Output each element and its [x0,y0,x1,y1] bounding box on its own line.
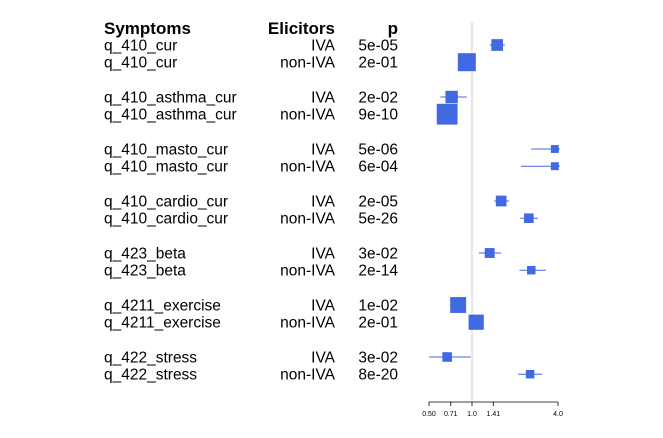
row-symptom: q_4211_exercise [104,298,221,315]
estimate-box [550,162,559,171]
estimate-marks [429,39,561,379]
header-elicitors: Elicitors [268,19,335,38]
header-p: p [388,19,398,38]
estimate-box [524,213,534,223]
table-row: q_4211_exercise IVA 1e-02 [104,298,398,315]
row-elicitor: non-IVA [280,315,336,332]
table-row: q_410_cur IVA 5e-05 [104,38,398,55]
row-symptom: q_410_asthma_cur [104,90,237,107]
row-symptom: q_410_masto_cur [104,159,228,176]
row-p-value: 2e-05 [358,194,398,211]
row-elicitor: IVA [311,350,335,367]
row-symptom: q_4211_exercise [104,315,221,332]
table-row: q_410_asthma_cur non-IVA 9e-10 [104,107,398,124]
estimate-box [491,39,504,51]
row-symptom: q_410_cur [104,38,177,55]
row-symptom: q_410_cur [104,55,177,72]
row-p-value: 3e-02 [358,350,398,367]
row-symptom: q_423_beta [104,246,186,263]
row-elicitor: non-IVA [280,263,336,280]
table-row: q_410_asthma_cur IVA 2e-02 [104,90,398,107]
row-elicitor: non-IVA [280,55,336,72]
row-symptom: q_422_stress [104,350,197,367]
row-symptom: q_410_cardio_cur [104,194,228,211]
estimate-box [468,314,484,330]
estimate-box [527,265,536,275]
row-elicitor: IVA [311,90,335,107]
table-row: q_410_masto_cur non-IVA 6e-04 [104,159,398,176]
row-elicitor: non-IVA [280,107,336,124]
row-p-value: 1e-02 [358,298,398,315]
row-p-value: 2e-02 [358,90,398,107]
estimate-box [442,352,452,362]
column-headers: Symptoms Elicitors p [104,19,398,38]
table-row: q_410_masto_cur IVA 5e-06 [104,142,398,159]
estimate-box [550,145,559,153]
row-p-value: 2e-01 [358,315,398,332]
row-elicitor: IVA [311,246,335,263]
row-elicitor: non-IVA [280,159,336,176]
row-p-value: 5e-06 [358,142,398,159]
table-row: q_410_cur non-IVA 2e-01 [104,55,398,72]
table-row: q_410_cardio_cur IVA 2e-05 [104,194,398,211]
x-tick-label: 4.0 [553,411,563,418]
x-tick-label: 1.0 [467,411,477,418]
x-tick-label: 0.50 [422,411,436,418]
row-symptom: q_410_cardio_cur [104,211,228,228]
row-symptom: q_410_masto_cur [104,142,228,159]
x-axis: 0.50 0.71 1.0 1.41 4.0 [422,401,563,418]
row-symptom: q_422_stress [104,367,197,384]
row-elicitor: IVA [311,38,335,55]
table-row: q_422_stress non-IVA 8e-20 [104,367,398,384]
row-p-value: 2e-14 [358,263,398,280]
table-row: q_423_beta non-IVA 2e-14 [104,263,398,280]
row-elicitor: IVA [311,142,335,159]
row-p-value: 9e-10 [358,107,398,124]
row-p-value: 3e-02 [358,246,398,263]
row-p-value: 5e-05 [358,38,398,55]
table-row: q_4211_exercise non-IVA 2e-01 [104,315,398,332]
table-row: q_422_stress IVA 3e-02 [104,350,398,367]
table-rows: q_410_cur IVA 5e-05q_410_cur non-IVA 2e-01q_… [104,38,398,384]
header-symptoms: Symptoms [104,19,191,38]
row-p-value: 2e-01 [358,55,398,72]
row-symptom: q_423_beta [104,263,186,280]
x-tick-label: 1.41 [487,411,501,418]
row-elicitor: IVA [311,194,335,211]
row-p-value: 6e-04 [358,159,398,176]
estimate-box [436,103,458,125]
row-elicitor: non-IVA [280,211,336,228]
table-row: q_410_cardio_cur non-IVA 5e-26 [104,211,398,228]
table-row: q_423_beta IVA 3e-02 [104,246,398,263]
estimate-box [457,53,476,72]
row-symptom: q_410_asthma_cur [104,107,237,124]
row-p-value: 8e-20 [358,367,398,384]
row-p-value: 5e-26 [358,211,398,228]
x-tick-label: 0.71 [444,411,458,418]
estimate-box [445,90,458,104]
estimate-box [450,297,467,313]
row-elicitor: IVA [311,298,335,315]
estimate-box [484,248,495,258]
estimate-box [525,369,535,379]
estimate-box [495,195,507,207]
row-elicitor: non-IVA [280,367,336,384]
